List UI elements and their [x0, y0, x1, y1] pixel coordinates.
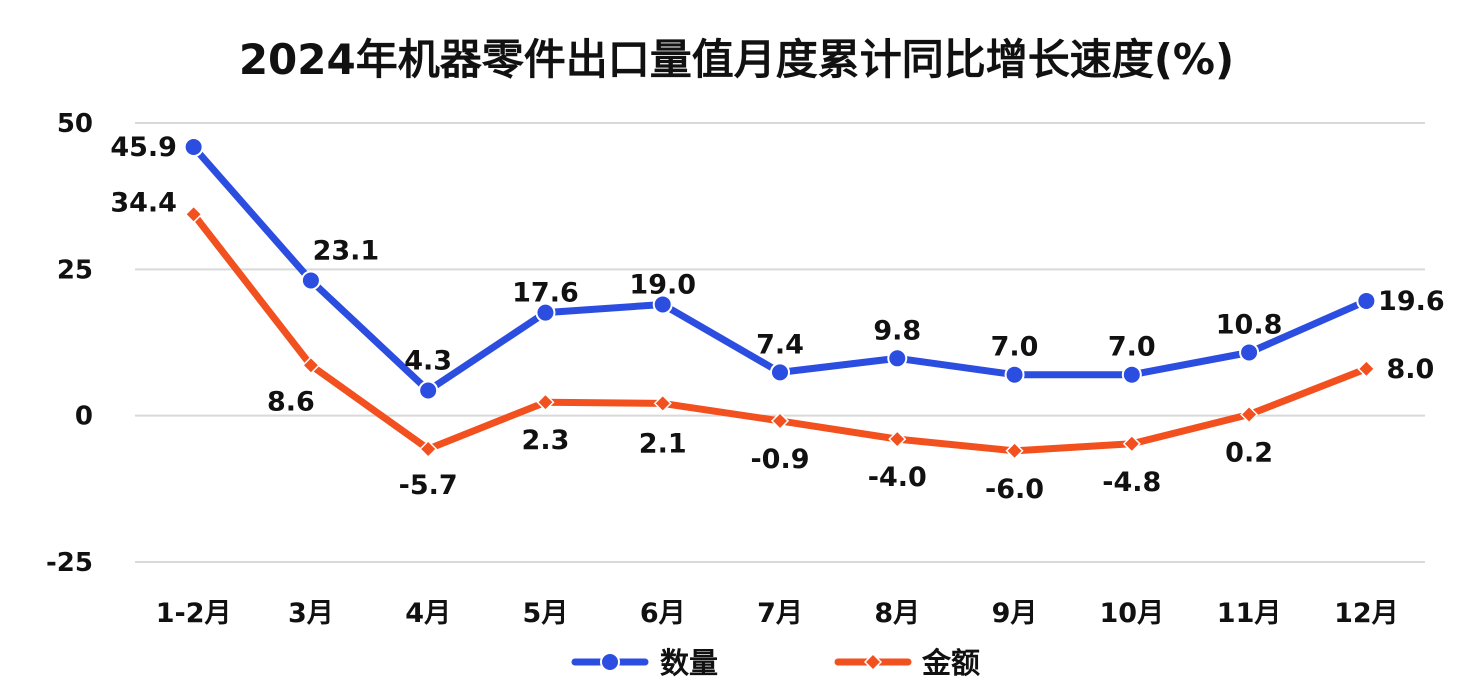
- data-point: [1357, 359, 1376, 378]
- data-point: [183, 136, 204, 157]
- series-amount: [184, 205, 1376, 460]
- data-point: [1005, 441, 1024, 460]
- data-point: [536, 393, 555, 412]
- data-point: [301, 356, 320, 375]
- y-tick-label: 0: [75, 402, 93, 432]
- data-label: 10.8: [1216, 309, 1283, 340]
- data-label: 23.1: [313, 235, 380, 266]
- data-point: [888, 430, 907, 449]
- y-tick-label: 25: [57, 255, 93, 285]
- data-label: 17.6: [512, 278, 579, 309]
- data-label: 8.6: [267, 386, 315, 417]
- x-tick-label: 12月: [1334, 598, 1399, 629]
- data-label: 2.1: [639, 428, 687, 459]
- data-labels: 45.9 23.1 4.3 17.6 19.0 7.4 9.8 7.0 7.0 10.8 19.6 3…: [110, 132, 1444, 505]
- y-axis-ticks: 50 25 0 -25: [46, 109, 93, 578]
- data-point: [1004, 364, 1025, 385]
- data-point: [887, 348, 908, 369]
- data-label: 7.0: [1108, 332, 1156, 363]
- data-point: [1239, 342, 1260, 363]
- data-label: 45.9: [110, 132, 177, 163]
- data-label: -4.8: [1102, 467, 1161, 498]
- x-tick-label: 6月: [640, 598, 686, 629]
- data-point: [653, 394, 672, 413]
- legend-label: 金额: [921, 646, 980, 680]
- legend-item: 金额: [834, 646, 980, 680]
- legend-marker: [863, 652, 883, 672]
- x-axis-ticks: 1-2月 3月 4月 5月 6月 7月 8月 9月 10月 11月 12月: [156, 598, 1399, 629]
- x-tick-label: 4月: [405, 598, 451, 629]
- legend-marker: [600, 652, 620, 672]
- data-label: 8.0: [1386, 354, 1434, 385]
- data-point: [418, 380, 439, 401]
- x-tick-label: 1-2月: [156, 598, 232, 629]
- data-label: -0.9: [750, 444, 809, 475]
- x-tick-label: 8月: [874, 598, 920, 629]
- legend: 数量 金额: [571, 646, 980, 680]
- data-label: 19.6: [1378, 286, 1445, 317]
- data-label: 7.4: [756, 329, 804, 360]
- x-tick-label: 7月: [757, 598, 803, 629]
- data-label: 7.0: [991, 332, 1039, 363]
- data-label: 9.8: [873, 315, 921, 346]
- data-point: [1240, 405, 1259, 424]
- chart-title: 2024年机器零件出口量值月度累计同比增长速度(%): [238, 35, 1235, 84]
- data-label: 34.4: [110, 187, 177, 218]
- x-tick-label: 3月: [288, 598, 334, 629]
- data-label: 0.2: [1225, 437, 1273, 468]
- legend-item: 数量: [571, 646, 718, 680]
- data-label: -4.0: [868, 462, 927, 493]
- data-label: 2.3: [522, 425, 570, 456]
- data-point: [1122, 434, 1141, 453]
- y-tick-label: -25: [46, 548, 93, 578]
- data-point: [184, 205, 203, 224]
- y-tick-label: 50: [57, 109, 93, 139]
- data-point: [535, 302, 556, 323]
- data-label: -5.7: [399, 470, 458, 501]
- x-tick-label: 9月: [992, 598, 1038, 629]
- data-point: [652, 294, 673, 315]
- x-tick-label: 5月: [523, 598, 569, 629]
- data-label: -6.0: [985, 474, 1044, 505]
- data-point: [300, 270, 321, 291]
- data-point: [770, 362, 790, 383]
- data-label: 4.3: [404, 345, 452, 376]
- data-point: [419, 439, 438, 459]
- data-label: 19.0: [629, 269, 696, 300]
- series-quantity: [183, 136, 1377, 401]
- legend-label: 数量: [660, 646, 718, 680]
- data-point: [1356, 290, 1377, 311]
- data-point: [1121, 364, 1142, 385]
- x-tick-label: 11月: [1217, 598, 1282, 629]
- x-tick-label: 10月: [1100, 598, 1165, 629]
- data-point: [770, 411, 790, 430]
- series-lines: [183, 136, 1377, 460]
